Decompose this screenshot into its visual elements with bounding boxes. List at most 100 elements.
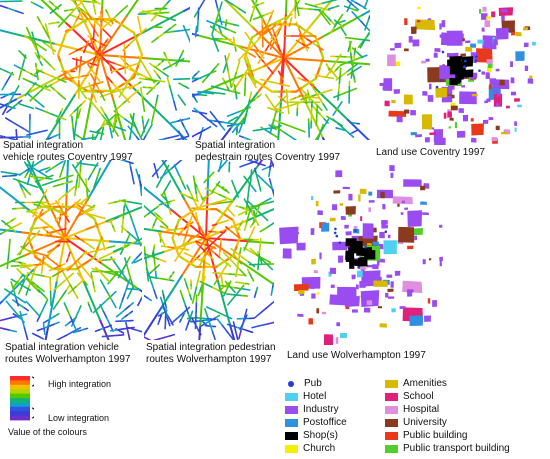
street-segment [183, 278, 188, 285]
street-segment [43, 299, 49, 307]
legend-swatch [385, 445, 398, 453]
street-segment [93, 96, 97, 103]
street-segment [236, 337, 239, 340]
street-segment [135, 202, 142, 205]
street-segment [63, 13, 71, 22]
street-segment [253, 204, 259, 209]
street-segment [256, 57, 285, 95]
legend-item-shop-s: Shop(s) [285, 430, 338, 442]
street-segment [205, 192, 209, 239]
pub-marker [364, 245, 367, 249]
street-segment [147, 271, 152, 276]
street-segment [99, 279, 106, 288]
street-segment [48, 38, 53, 48]
street-segment [232, 110, 240, 115]
street-segment [253, 83, 257, 89]
street-segment [252, 129, 260, 132]
land-parcel [407, 291, 413, 297]
street-segment [23, 327, 28, 337]
street-segment [303, 95, 310, 98]
street-segment [64, 174, 74, 179]
street-segment [247, 204, 253, 214]
land-parcel [390, 281, 394, 288]
street-segment [57, 115, 67, 121]
land-parcel [404, 207, 408, 210]
street-segment [19, 67, 27, 72]
land-parcel [316, 308, 320, 314]
street-segment [13, 293, 18, 301]
street-segment [203, 126, 212, 131]
land-parcel [446, 30, 463, 46]
land-parcel [389, 165, 395, 172]
land-parcel [339, 203, 343, 206]
street-segment [47, 249, 52, 254]
street-segment [72, 164, 78, 173]
street-segment [92, 306, 100, 314]
land-parcel [387, 234, 391, 239]
street-segment [248, 231, 253, 240]
street-segment [87, 35, 93, 40]
street-segment [243, 243, 248, 252]
street-segment [135, 168, 139, 177]
street-segment [77, 11, 82, 18]
street-segment [202, 260, 205, 270]
street-segment [89, 38, 94, 46]
land-parcel [298, 289, 305, 295]
street-segment [26, 133, 33, 136]
street-segment [21, 60, 25, 69]
street-segment [231, 294, 237, 301]
land-parcel [523, 27, 528, 31]
street-segment [83, 251, 93, 255]
street-segment [262, 258, 272, 264]
land-parcel [363, 307, 371, 313]
caption-line: Land use Coventry 1997 [376, 147, 485, 158]
street-segment [258, 323, 267, 327]
street-segment [66, 265, 73, 272]
street-segment [105, 271, 114, 275]
land-parcel [382, 86, 389, 91]
street-segment [66, 258, 69, 263]
street-segment [140, 189, 142, 197]
land-parcel [336, 322, 341, 327]
street-segment [50, 201, 60, 206]
street-segment [3, 316, 13, 321]
land-parcel [356, 270, 363, 278]
street-segment [151, 252, 154, 257]
street-segment [170, 284, 177, 293]
street-segment [197, 4, 202, 12]
street-segment [50, 65, 56, 71]
land-parcel [450, 105, 458, 111]
street-segment [49, 179, 59, 184]
pub-marker [335, 234, 339, 238]
street-segment [306, 38, 314, 44]
street-segment [184, 230, 189, 240]
street-segment [355, 15, 362, 23]
street-segment [6, 76, 11, 82]
land-parcel [491, 11, 496, 18]
street-segment [79, 55, 82, 64]
street-segment [37, 169, 43, 172]
street-segment [9, 329, 18, 333]
street-segment [226, 331, 234, 340]
street-segment [31, 166, 39, 172]
street-segment [267, 67, 274, 75]
street-segment [63, 302, 69, 311]
street-segment [298, 94, 305, 97]
street-segment [84, 269, 90, 276]
street-segment [110, 68, 119, 73]
street-segment [8, 238, 11, 248]
street-segment [228, 257, 236, 265]
street-segment [131, 257, 137, 264]
land-parcel [415, 134, 422, 138]
street-segment [224, 200, 233, 204]
map-landuse-wolverhampton [276, 160, 446, 345]
street-segment [313, 96, 320, 99]
street-segment [73, 128, 76, 138]
street-segment [75, 1, 83, 10]
street-segment [83, 281, 88, 286]
street-segment [57, 219, 61, 227]
street-segment [92, 56, 97, 64]
land-parcel [400, 212, 404, 215]
street-segment [19, 283, 24, 290]
street-segment [151, 8, 160, 12]
